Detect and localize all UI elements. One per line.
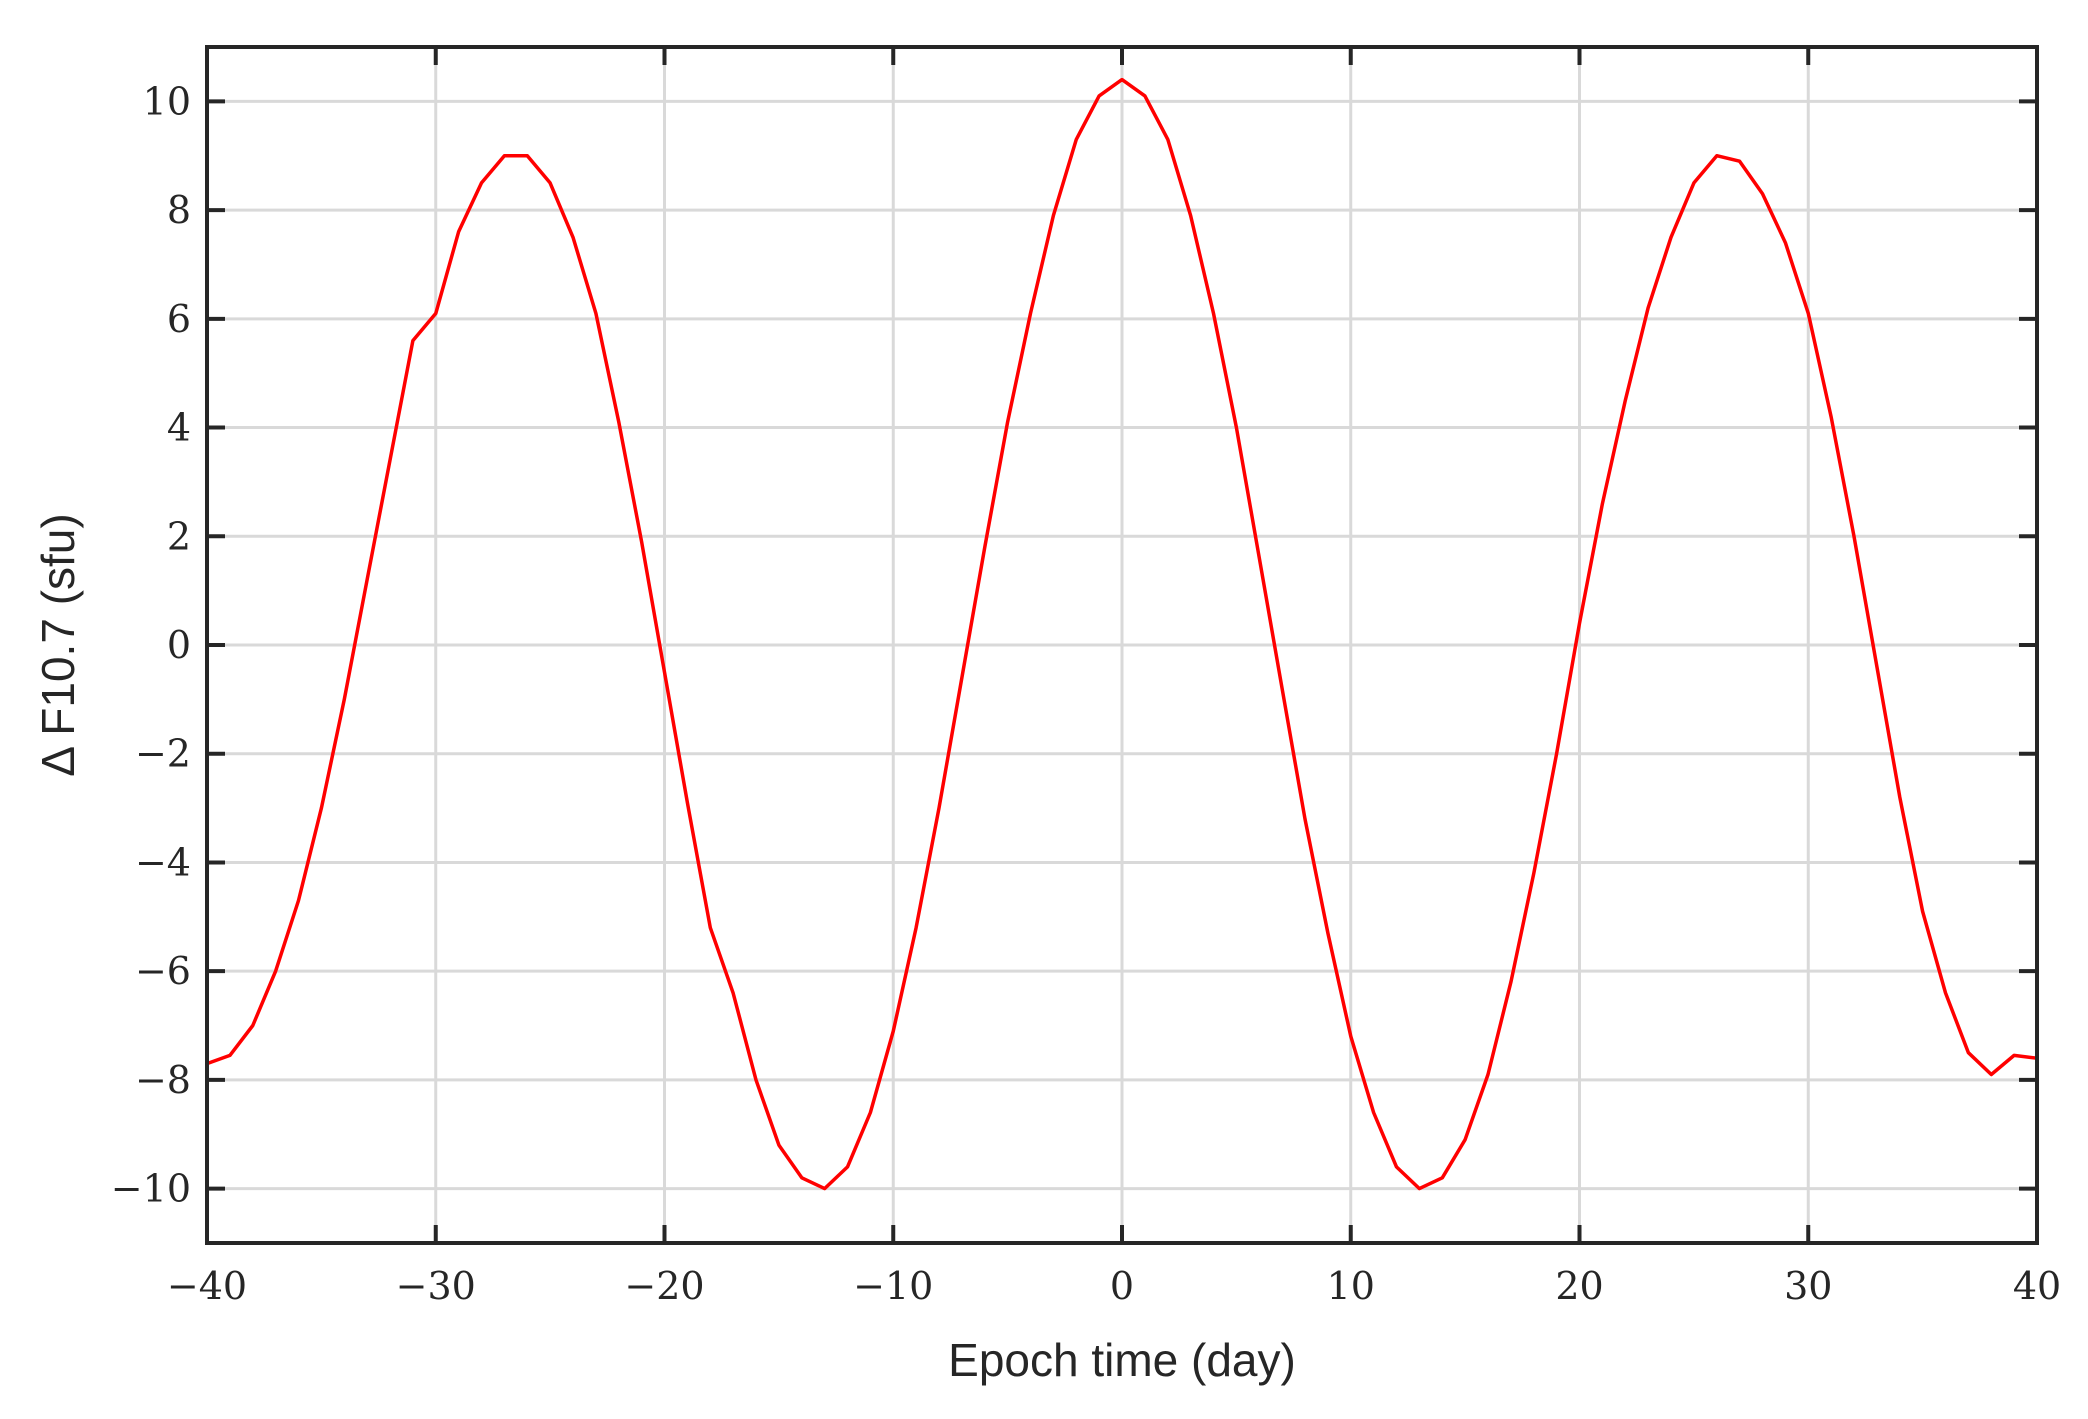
tick-marks: [205, 47, 2039, 1243]
series-line: [205, 77, 2039, 1191]
y-tick-labels: −10 −8 −6 −4 −2 0 2 4 6 8 10: [111, 79, 191, 1210]
y-tick-label: 8: [167, 188, 191, 232]
y-tick-label: −4: [135, 840, 191, 884]
x-tick-label: −20: [624, 1264, 704, 1308]
y-tick-label: −2: [135, 732, 191, 776]
y-tick-label: 2: [167, 514, 191, 558]
y-tick-label: 4: [167, 406, 191, 450]
y-tick-label: 10: [143, 79, 191, 123]
grid: [207, 47, 2037, 1243]
y-tick-label: −8: [135, 1058, 191, 1102]
x-tick-label: 40: [2013, 1264, 2061, 1308]
y-tick-label: 0: [167, 623, 191, 667]
x-tick-label: 30: [1784, 1264, 1832, 1308]
x-tick-label: 0: [1110, 1264, 1134, 1308]
x-tick-label: −40: [167, 1264, 247, 1308]
y-tick-label: 6: [167, 297, 191, 341]
y-tick-label: −6: [135, 949, 191, 993]
x-axis-title: Epoch time (day): [948, 1334, 1296, 1386]
x-tick-label: −30: [396, 1264, 476, 1308]
y-tick-label: −10: [111, 1167, 191, 1211]
y-axis-title: Δ F10.7 (sfu): [32, 513, 84, 776]
x-tick-labels: −40 −30 −20 −10 0 10 20 30 40: [167, 1264, 2061, 1308]
series-layer: [205, 77, 2039, 1191]
x-tick-label: 20: [1555, 1264, 1603, 1308]
x-tick-label: −10: [853, 1264, 933, 1308]
x-tick-label: 10: [1327, 1264, 1375, 1308]
